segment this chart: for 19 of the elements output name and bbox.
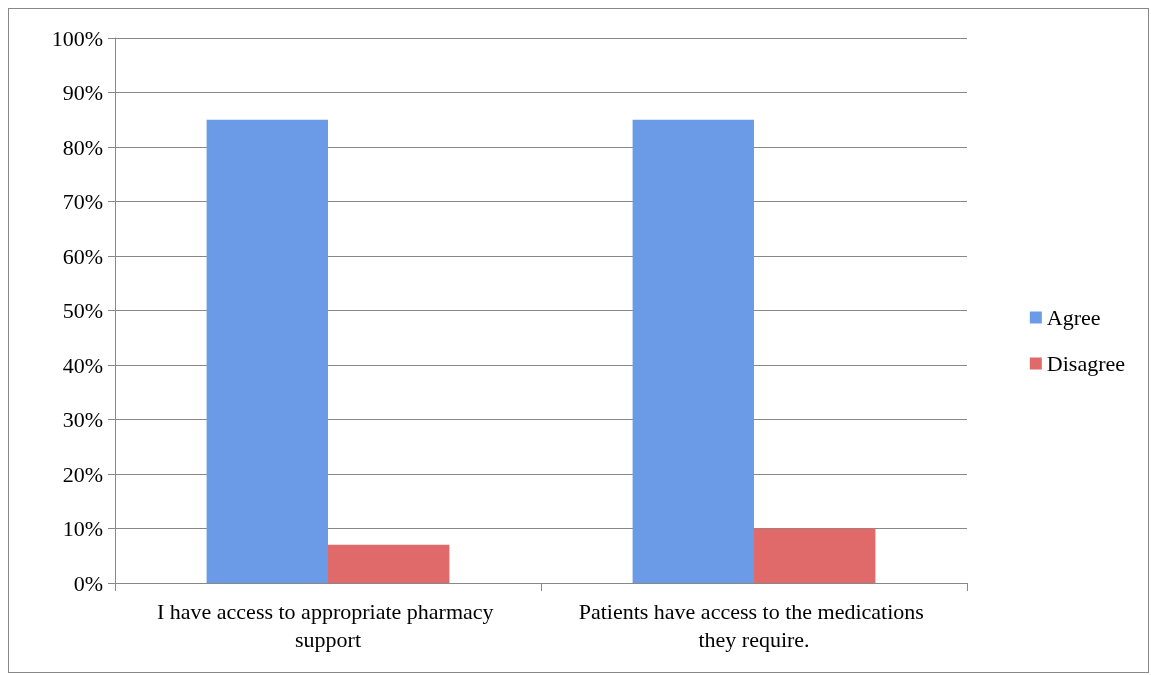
bar (632, 119, 754, 583)
legend-label: Agree (1046, 305, 1101, 330)
y-tick-label: 60% (62, 243, 103, 269)
y-tick-label: 90% (62, 80, 103, 105)
x-tick-label: I have access to appropriate pharmacy support (156, 598, 500, 652)
y-tick-label: 40% (62, 352, 103, 378)
y-tick-label: 80% (62, 134, 103, 160)
y-tick-label: 20% (62, 461, 103, 487)
y-tick-label: 50% (62, 298, 103, 323)
x-tick-label: Patients have access to the medications they require. (578, 598, 930, 652)
bar (206, 119, 328, 583)
bar (754, 528, 876, 583)
y-tick-label: 10% (62, 516, 103, 541)
y-tick-label: 30% (62, 407, 103, 432)
y-tick-label: 70% (62, 189, 103, 214)
y-tick-label: 0% (73, 570, 103, 596)
legend-label: Disagree (1046, 351, 1126, 376)
bar (328, 544, 450, 583)
y-tick-label: 100% (51, 25, 103, 51)
